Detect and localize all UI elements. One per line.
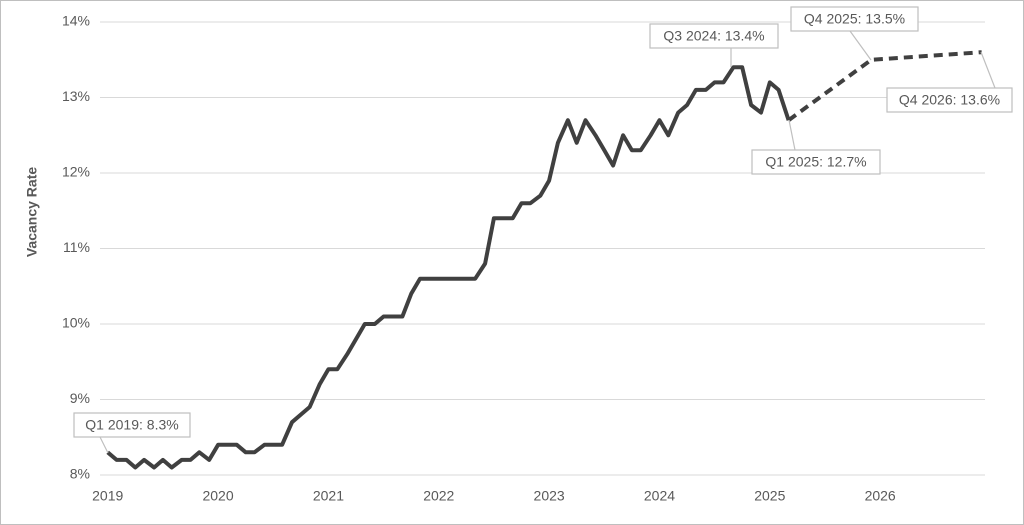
annotation-leader	[980, 51, 996, 89]
annotation-label: Q1 2019: 8.3%	[85, 417, 178, 433]
annotation-box	[751, 149, 881, 175]
y-tick-label: 13%	[62, 88, 90, 104]
y-tick-label: 9%	[70, 390, 90, 406]
annotation-leader	[788, 119, 796, 151]
x-tick-label: 2024	[644, 488, 675, 504]
annotation-label: Q4 2025: 13.5%	[804, 11, 905, 27]
annotation-label: Q4 2026: 13.6%	[899, 92, 1000, 108]
series-line	[106, 65, 791, 470]
annotation-leader	[99, 436, 109, 454]
x-tick-label: 2022	[423, 488, 454, 504]
annotation-box	[790, 6, 919, 32]
annotation-box	[73, 412, 191, 438]
y-tick-label: 10%	[62, 315, 90, 331]
annotation-leader	[849, 30, 872, 61]
x-tick-label: 2026	[865, 488, 896, 504]
series-line	[787, 50, 982, 122]
annotation-label: Q1 2025: 12.7%	[765, 154, 866, 170]
annotation-box	[886, 87, 1013, 113]
y-tick-label: 8%	[70, 466, 90, 482]
y-tick-label: 11%	[63, 239, 90, 255]
y-tick-label: 12%	[62, 164, 90, 180]
x-tick-label: 2020	[202, 488, 233, 504]
x-tick-label: 2021	[313, 488, 344, 504]
y-tick-label: 14%	[62, 13, 90, 29]
x-tick-label: 2023	[534, 488, 565, 504]
y-axis-label: Vacancy Rate	[24, 167, 40, 257]
x-tick-label: 2019	[92, 488, 123, 504]
x-tick-label: 2025	[754, 488, 785, 504]
annotation-label: Q3 2024: 13.4%	[663, 28, 764, 44]
annotation-box	[649, 23, 779, 49]
